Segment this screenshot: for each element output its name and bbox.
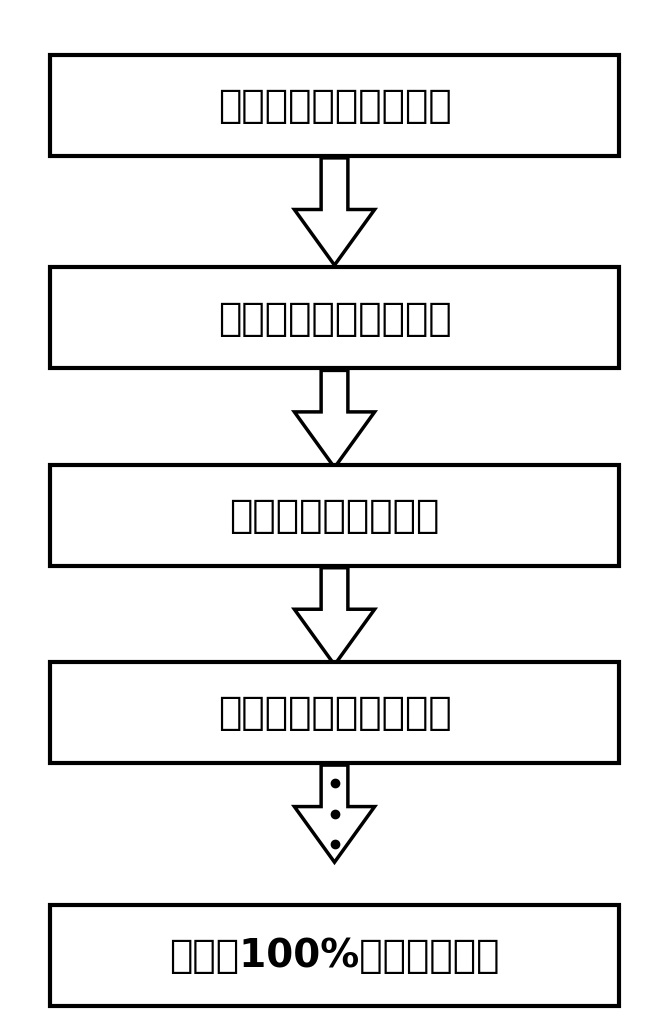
Text: 充电至设计嵌锂克容量: 充电至设计嵌锂克容量 xyxy=(217,299,452,338)
Bar xyxy=(50,56,619,157)
Polygon shape xyxy=(294,371,375,468)
Polygon shape xyxy=(294,568,375,665)
Polygon shape xyxy=(294,159,375,266)
Bar xyxy=(50,268,619,369)
Text: 准备注液陈化好的电池: 准备注液陈化好的电池 xyxy=(217,87,452,125)
Text: 充电至设计嵌锂克容量: 充电至设计嵌锂克容量 xyxy=(217,694,452,732)
Text: 放电至100%目标放电深度: 放电至100%目标放电深度 xyxy=(169,936,500,975)
Bar xyxy=(50,662,619,763)
Polygon shape xyxy=(294,765,375,862)
Text: 放电至指定放电深度: 放电至指定放电深度 xyxy=(229,496,440,535)
Bar xyxy=(50,465,619,566)
Bar xyxy=(50,905,619,1006)
